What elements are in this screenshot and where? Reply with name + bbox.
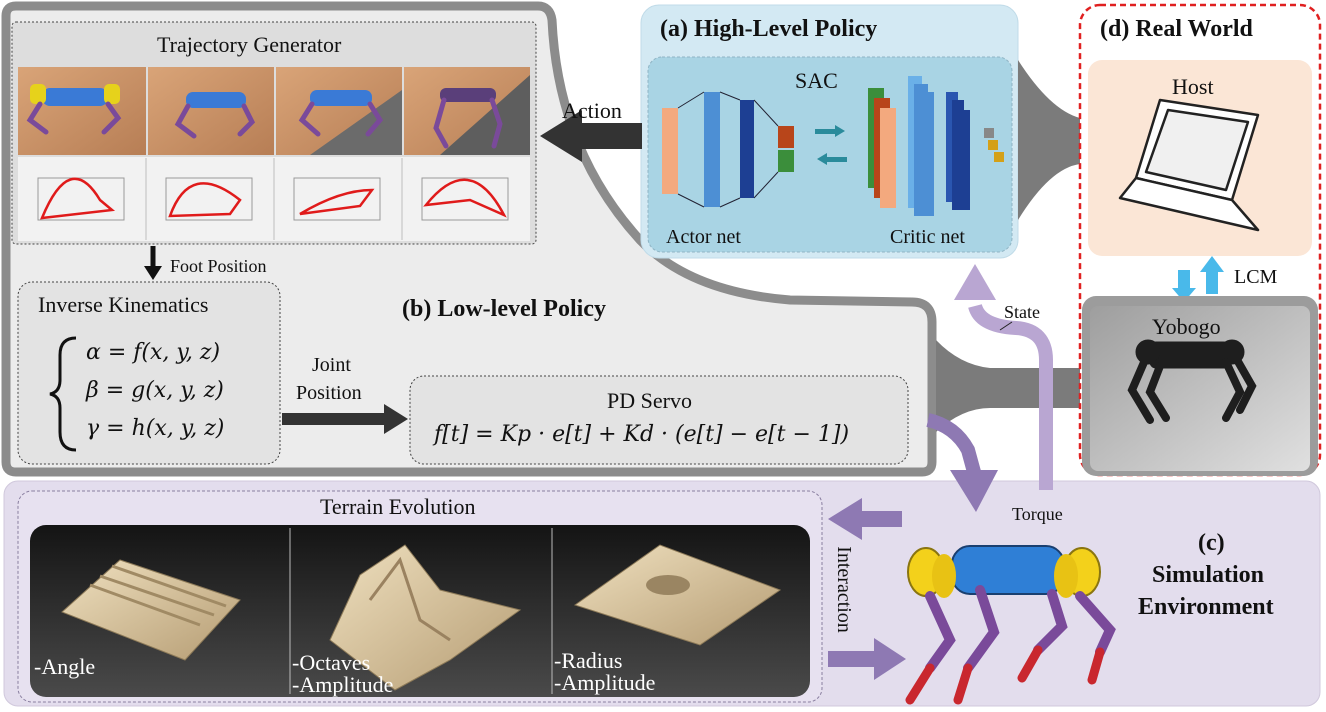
torque-label: Torque (1012, 504, 1063, 524)
yobogo-robot-photo (1127, 339, 1257, 424)
sac-label: SAC (795, 68, 838, 93)
lcm-label: LCM (1234, 266, 1278, 288)
simulation-title-index: (c) (1198, 530, 1225, 556)
sim-robot-frames (26, 84, 503, 149)
terrain-evolution-title: Terrain Evolution (320, 494, 476, 519)
terrain-param-amplitude-2: -Amplitude (554, 670, 656, 695)
foot-position-label: Foot Position (170, 256, 267, 276)
terrain-param-radius: -Radius (554, 648, 623, 673)
critic-net-layers (868, 76, 1004, 216)
sim-robot-model (905, 545, 1116, 705)
terrain-param-octaves: -Octaves (292, 650, 371, 675)
laptop-icon (1118, 98, 1260, 232)
simulation-title-line2: Environment (1138, 594, 1274, 620)
terrain-param-angle: -Angle (34, 654, 96, 679)
action-label: Action (562, 98, 622, 123)
state-label: State (1004, 302, 1040, 322)
actor-net-layers (662, 91, 794, 208)
joint-position-label-line1: Joint (312, 354, 351, 376)
terrain-octaves (329, 544, 522, 691)
sac-exchange-arrows (815, 125, 847, 165)
critic-net-label: Critic net (890, 226, 965, 248)
yobogo-label: Yobogo (1152, 314, 1221, 339)
ik-equation-gamma: γ = h(x, y, z) (86, 416, 225, 441)
real-world-title: (d) Real World (1100, 16, 1253, 42)
joint-position-label-line2: Position (296, 382, 362, 404)
inverse-kinematics-box (17, 281, 281, 465)
pd-servo-box (409, 375, 909, 465)
lcm-arrows (1172, 256, 1224, 302)
actor-net-label: Actor net (666, 226, 741, 248)
trajectory-plots (37, 177, 509, 221)
pd-servo-equation: f[t] = Kp · e[t] + Kd · (e[t] − e[t − 1]… (434, 422, 850, 447)
high-level-policy-title: (a) High-Level Policy (660, 16, 878, 42)
simulation-title-line1: Simulation (1152, 562, 1265, 588)
terrain-param-amplitude-1: -Amplitude (292, 672, 394, 697)
inverse-kinematics-title: Inverse Kinematics (38, 292, 209, 317)
host-label: Host (1172, 74, 1214, 99)
terrain-radius (573, 544, 782, 646)
pd-servo-title: PD Servo (607, 388, 692, 413)
ik-equation-alpha: α = f(x, y, z) (86, 340, 221, 365)
interaction-label: Interaction (832, 546, 855, 633)
trajectory-generator-title: Trajectory Generator (157, 32, 342, 57)
ik-equation-beta: β = g(x, y, z) (86, 378, 224, 403)
low-level-policy-title: (b) Low-level Policy (402, 296, 606, 322)
